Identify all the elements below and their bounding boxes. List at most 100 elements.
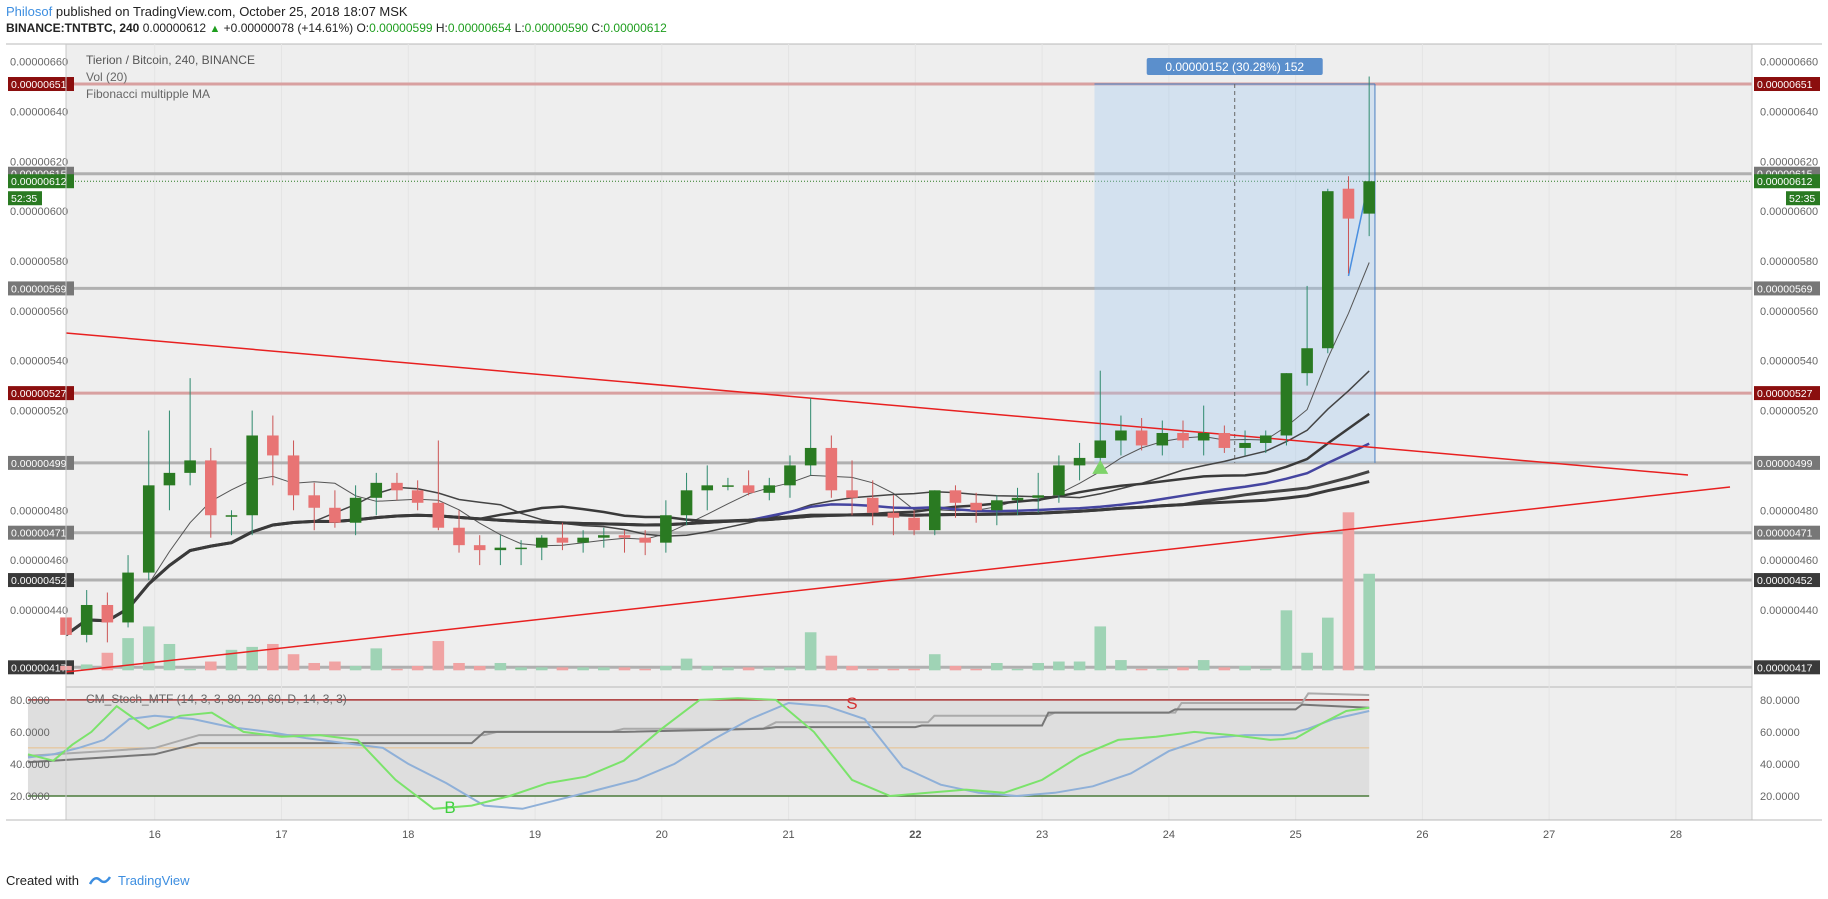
candle-body [1156,432,1169,446]
candle-body [949,490,962,503]
volume-bar [535,667,548,671]
candle-body [1322,191,1334,349]
candle-body [970,502,982,511]
level-tag-right [1754,525,1820,540]
chart-title: Tierion / Bitcoin, 240, BINANCE [86,53,255,67]
volume-bar [763,667,776,671]
candle-body [1053,465,1065,496]
volume-bar [908,668,920,671]
level-tag-left [8,573,74,588]
y-tick-label-right: 0.00000640 [1760,106,1818,118]
stoch-series-line [27,703,1370,764]
candle-body [618,535,631,538]
candle-body [928,490,941,531]
y-tick-label-left: 0.00000440 [10,605,68,617]
level-tag-right [1754,386,1820,401]
volume-bar [680,658,693,671]
y-tick-label-left: 0.00000480 [10,505,68,517]
volume-bar [784,667,796,671]
countdown-right-text: 52:35 [1789,193,1815,205]
candle-body [1011,497,1024,501]
y-tick-label-left: 0.00000580 [10,256,68,268]
level-tag-right [1754,455,1820,470]
volume-bar [1363,573,1375,671]
close-label: C: [591,21,604,35]
candle-body [846,490,858,498]
level-tag-left [8,281,74,296]
tradingview-link[interactable]: TradingView [118,873,190,888]
tradingview-logo-icon [88,874,111,889]
volume-bar [949,665,962,671]
candle-body [1135,430,1148,446]
volume-bar [1156,668,1169,671]
y-tick-label-right: 0.00000440 [1760,605,1818,617]
candle-body [184,460,196,473]
volume-bar [453,662,465,671]
author-link[interactable]: Philosof [6,4,53,19]
publish-line: Philosof published on TradingView.com, O… [6,4,408,19]
publish-text: published on TradingView.com, October 25… [55,4,408,19]
y-tick-label-right: 0.00000580 [1760,256,1818,268]
y-tick-label-right: 0.00000520 [1760,406,1818,418]
volume-bar [804,632,817,671]
candle-body [722,485,734,487]
x-tick-label: 25 [1290,829,1302,841]
candle-body [804,447,817,466]
stoch-y-tick-right: 60.0000 [1760,727,1800,739]
level-tag-left-text: 0.00000499 [11,458,67,470]
x-tick-label: 16 [149,829,161,841]
volume-bar [887,668,900,671]
y-tick-label-left: 0.00000520 [10,406,68,418]
volume-bar [391,668,403,671]
candle-body [349,497,362,523]
candle-body [535,537,548,548]
candle-body [660,515,672,543]
volume-bar [101,652,114,671]
candle-body [866,497,879,513]
volume-bar [1342,512,1355,671]
volume-bar [846,665,858,671]
footer: Created with TradingView [6,873,190,889]
candle-body [680,490,693,516]
x-tick-label: 28 [1670,829,1682,841]
descending-trendline [65,332,1689,476]
stoch-y-tick-left: 20.0000 [10,791,50,803]
level-tag-right-text: 0.00000527 [1757,388,1813,400]
x-tick-label: 22 [909,829,921,841]
stoch-signal-marker: S [846,694,857,713]
volume-bar [598,667,610,671]
level-tag-left-text: 0.00000452 [11,575,67,587]
volume-bar [1239,665,1251,671]
candle-body [225,515,238,517]
low-value: 0.00000590 [524,21,589,35]
level-tag-right [1754,77,1820,92]
volume-bar [494,662,507,671]
candle-body [329,507,341,523]
level-tag-left-text: 0.00000527 [11,388,67,400]
candle-body [1280,373,1293,436]
moving-average-line [65,262,1370,636]
volume-bar [1115,660,1127,671]
volume-bar [742,667,755,671]
candle-body [1197,432,1210,441]
level-tag-left [8,455,74,470]
volume-bar [122,638,134,671]
stoch-y-tick-right: 20.0000 [1760,791,1800,803]
close-value: 0.00000612 [603,21,667,35]
y-tick-label-right: 0.00000660 [1760,57,1818,69]
high-value: 0.00000654 [447,21,512,35]
volume-bar [701,665,714,671]
level-tag-right-text: 0.00000452 [1757,575,1813,587]
candle-body [1177,432,1189,441]
volume-bar [142,626,155,671]
volume-bar [246,646,258,671]
level-tag-left-text: 0.00000471 [11,528,67,540]
arrow-up-icon: ▲ [209,23,221,35]
moving-average-line [65,480,1370,637]
ohlc-line: BINANCE:TNTBTC, 240 0.00000612 ▲ +0.0000… [6,21,667,35]
volume-bar [928,654,941,671]
volume-bar [991,662,1003,671]
stoch-signal-marker: B [444,798,455,817]
candle-body [308,495,321,508]
